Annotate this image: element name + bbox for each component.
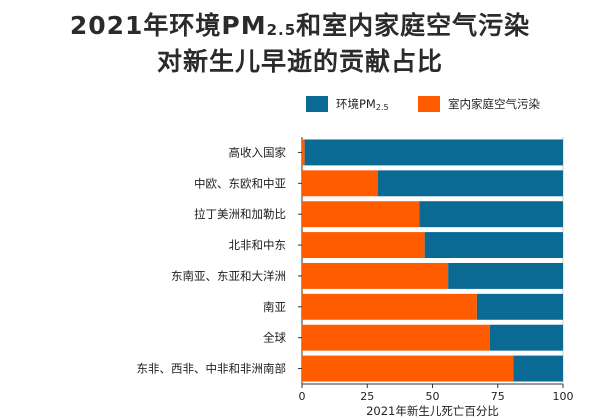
bar-ambient-1 — [377, 170, 563, 197]
bar-household-6 — [302, 324, 490, 351]
chart-title-line2: 对新生儿早逝的贡献占比 — [156, 47, 443, 76]
bar-household-2 — [302, 201, 420, 228]
x-axis-title: 2021年新生儿死亡百分比 — [366, 404, 499, 418]
x-tick-label: 0 — [299, 390, 306, 403]
x-tick-label: 100 — [553, 390, 574, 403]
bar-ambient-6 — [489, 324, 563, 351]
category-label: 高收入国家 — [229, 145, 287, 159]
y-axis-labels: 高收入国家中欧、东欧和中亚拉丁美洲和加勒比北非和中东东南亚、东亚和大洋洲南亚全球… — [137, 145, 302, 376]
category-label: 北非和中东 — [229, 238, 287, 252]
bar-ambient-3 — [424, 232, 563, 259]
bar-household-7 — [302, 355, 514, 382]
plot-area — [301, 137, 564, 385]
x-tick-label: 75 — [491, 390, 505, 403]
category-label: 全球 — [263, 331, 286, 345]
x-axis: 0 25 50 75 100 2021年新生儿死亡百分比 — [299, 384, 574, 418]
bar-ambient-0 — [304, 139, 563, 166]
chart-legend: 环境PM2.5 室内家庭空气污染 — [306, 96, 540, 112]
bar-ambient-7 — [513, 355, 563, 382]
bar-household-1 — [302, 170, 378, 197]
bar-household-0 — [302, 139, 305, 166]
category-label: 东非、西非、中非和非洲南部 — [137, 362, 287, 376]
category-label: 中欧、东欧和中亚 — [194, 176, 286, 190]
bar-ambient-2 — [419, 201, 563, 228]
chart-title-line1: 2021年环境PM2.5和室内家庭空气污染 — [69, 11, 531, 40]
bar-household-3 — [302, 232, 425, 259]
category-label: 南亚 — [263, 300, 286, 314]
legend-swatch — [306, 96, 328, 112]
legend-swatch — [418, 96, 440, 112]
category-label: 拉丁美洲和加勒比 — [194, 207, 286, 221]
bar-ambient-5 — [476, 293, 563, 320]
legend-label: 环境PM2.5 — [336, 97, 389, 112]
x-tick-label: 25 — [360, 390, 374, 403]
x-tick-label: 50 — [426, 390, 440, 403]
category-label: 东南亚、东亚和大洋洲 — [171, 269, 286, 283]
legend-label: 室内家庭空气污染 — [448, 97, 540, 111]
bar-ambient-4 — [448, 262, 563, 289]
bar-household-5 — [302, 293, 477, 320]
bar-household-4 — [302, 262, 449, 289]
